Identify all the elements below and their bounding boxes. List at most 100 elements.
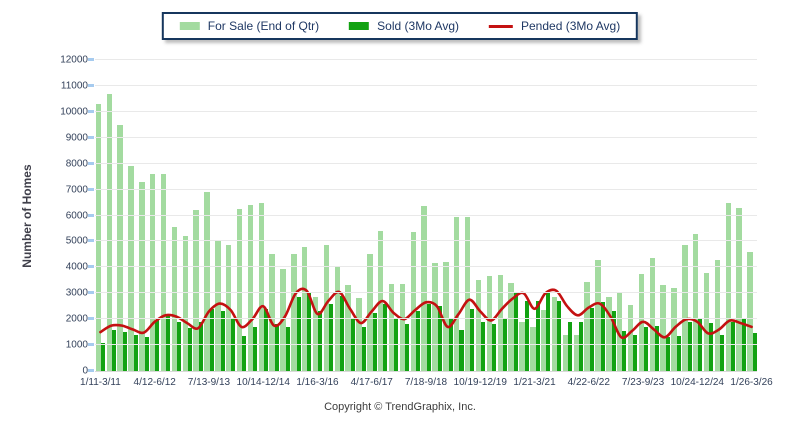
- gridline: [95, 136, 757, 138]
- bar-group: [182, 60, 193, 371]
- bar-for-sale: [302, 246, 308, 371]
- bar-for-sale: [682, 245, 688, 371]
- y-axis-tick-label: 2000: [65, 313, 88, 325]
- bar-for-sale: [150, 174, 156, 371]
- bar-for-sale: [508, 282, 514, 371]
- bar-group: [236, 60, 247, 371]
- bar-sold: [101, 342, 106, 371]
- bar-for-sale: [530, 326, 536, 371]
- bar-sold: [546, 293, 551, 371]
- bar-sold: [720, 334, 725, 371]
- bar-group: [584, 60, 595, 371]
- gridline: [95, 240, 757, 242]
- bar-sold: [600, 302, 605, 371]
- bar-for-sale: [171, 227, 178, 371]
- y-axis-tick-mark: [88, 109, 94, 113]
- bar-group: [627, 60, 638, 371]
- bar-for-sale: [573, 334, 579, 371]
- bar-group: [703, 60, 714, 371]
- sold-swatch-icon: [349, 22, 370, 30]
- bar-group: [616, 60, 627, 371]
- bar-sold: [752, 333, 757, 371]
- bar-for-sale: [432, 263, 438, 371]
- bar-for-sale: [215, 240, 221, 371]
- bar-group: [323, 60, 334, 371]
- bar-for-sale: [486, 276, 493, 371]
- y-axis-tick-mark: [88, 343, 94, 347]
- bar-group: [681, 60, 692, 371]
- gridline: [95, 214, 757, 216]
- bar-group: [725, 60, 736, 371]
- bar-for-sale: [356, 298, 362, 371]
- bar-sold: [611, 311, 616, 371]
- y-axis-tick-mark: [88, 187, 94, 191]
- x-axis-tick-label: 10/14-12/14: [236, 377, 290, 388]
- bar-sold: [274, 324, 279, 371]
- bar-sold: [296, 297, 301, 371]
- bar-group: [95, 60, 106, 371]
- bar-for-sale: [247, 205, 254, 371]
- y-axis-tick-mark: [88, 161, 94, 165]
- y-axis-tick-label: 12000: [60, 54, 88, 66]
- x-axis-tick-labels: 1/11-3/11 4/12-6/12 7/13-9/13 10/14-12/14 1/…: [80, 377, 773, 391]
- bar-group: [595, 60, 606, 371]
- bar-group: [747, 60, 758, 371]
- bar-for-sale: [649, 258, 655, 371]
- bar-sold: [622, 330, 627, 371]
- y-axis-tick-label: 0: [82, 365, 88, 377]
- bar-sold: [166, 315, 171, 371]
- bar-for-sale: [562, 334, 569, 371]
- bar-for-sale: [725, 202, 731, 371]
- bar-group: [551, 60, 562, 371]
- bar-for-sale: [747, 251, 753, 371]
- x-axis-tick-label: 1/11-3/11: [80, 377, 121, 388]
- bar-group: [486, 60, 497, 371]
- x-axis-tick-label: 7/23-9/23: [621, 377, 665, 388]
- bar-for-sale: [193, 210, 199, 371]
- gridline: [95, 188, 757, 190]
- bar-sold: [578, 321, 583, 371]
- y-axis-tick-label: 1000: [65, 339, 88, 351]
- bar-group: [128, 60, 139, 371]
- x-axis-tick-label: 1/21-3/21: [513, 377, 556, 388]
- bar-for-sale: [736, 207, 742, 371]
- copyright-footer: Copyright © TrendGraphix, Inc.: [324, 401, 476, 413]
- bar-sold: [416, 311, 421, 371]
- x-axis-tick-label: 1/16-3/16: [296, 377, 339, 388]
- gridline: [95, 59, 757, 60]
- y-axis-tick-label: 3000: [65, 287, 88, 299]
- bar-for-sale: [714, 260, 721, 371]
- bar-for-sale: [323, 245, 330, 371]
- y-axis-tick-label: 10000: [60, 106, 88, 118]
- y-axis-tick-label: 5000: [65, 235, 88, 247]
- for-sale-swatch-icon: [179, 22, 200, 30]
- x-axis-tick-label: 1/26-3/26: [730, 377, 773, 388]
- bar-group: [193, 60, 204, 371]
- bar-sold: [318, 311, 323, 371]
- bar-sold: [426, 303, 431, 371]
- bar-for-sale: [497, 275, 503, 371]
- bar-for-sale: [519, 321, 525, 371]
- bar-sold: [307, 291, 312, 371]
- bar-group: [573, 60, 584, 371]
- bar-group: [334, 60, 345, 371]
- bar-for-sale: [312, 297, 319, 371]
- bar-group: [508, 60, 519, 371]
- bar-sold: [372, 312, 377, 371]
- pended-line: [99, 287, 753, 340]
- y-axis-tick-mark: [88, 213, 94, 217]
- y-axis-tick-mark: [88, 239, 94, 243]
- bar-group: [204, 60, 215, 371]
- bar-group: [432, 60, 443, 371]
- y-axis-tick-mark: [88, 58, 94, 61]
- bar-sold: [285, 326, 290, 371]
- bar-sold: [209, 308, 214, 371]
- bar-group: [301, 60, 312, 371]
- bar-group: [421, 60, 432, 371]
- bar-sold: [133, 334, 138, 371]
- y-axis-tick-mark: [88, 317, 94, 321]
- bar-for-sale: [551, 297, 558, 371]
- x-axis-tick-label: 4/22-6/22: [567, 377, 610, 388]
- bar-for-sale: [106, 93, 112, 371]
